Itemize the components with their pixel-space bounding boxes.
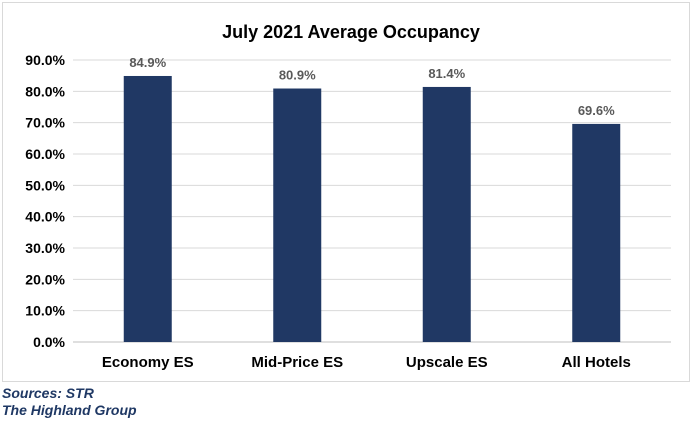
source-note-highland: The Highland Group	[2, 402, 137, 418]
x-tick-label: All Hotels	[562, 354, 631, 371]
x-tick-label: Mid-Price ES	[251, 354, 343, 371]
data-label: 84.9%	[129, 55, 166, 70]
bar-upscale-es	[422, 86, 471, 343]
y-axis-ticks: 0.0% 10.0% 20.0% 30.0% 40.0% 50.0% 60.0% 70.0% 8…	[25, 52, 65, 350]
y-tick-label: 40.0%	[25, 209, 65, 225]
bar-mid-price-es	[273, 88, 322, 342]
data-label: 80.9%	[279, 68, 316, 83]
y-tick-label: 20.0%	[25, 271, 65, 287]
y-tick-label: 90.0%	[25, 52, 65, 68]
data-label: 69.6%	[578, 103, 615, 118]
gridlines	[73, 59, 671, 343]
source-note-str: Sources: STR	[2, 385, 94, 401]
bar-all-hotels	[572, 123, 621, 342]
bar-chart: July 2021 Average Occupancy 0.0% 10.0% 20.…	[25, 22, 671, 371]
y-tick-label: 0.0%	[33, 334, 65, 350]
chart-area: July 2021 Average Occupancy 0.0% 10.0% 20.…	[2, 2, 690, 382]
x-tick-label: Economy ES	[102, 354, 194, 371]
bars	[123, 75, 621, 343]
data-label: 81.4%	[428, 66, 465, 81]
y-tick-label: 80.0%	[25, 83, 65, 99]
data-labels: 84.9% 80.9% 81.4% 69.6%	[129, 55, 615, 118]
y-tick-label: 10.0%	[25, 303, 65, 319]
bar-economy-es	[123, 75, 172, 342]
chart-title: July 2021 Average Occupancy	[222, 22, 480, 42]
x-tick-label: Upscale ES	[406, 354, 488, 371]
x-axis-ticks: Economy ES Mid-Price ES Upscale ES All Hote…	[102, 354, 631, 371]
y-tick-label: 50.0%	[25, 177, 65, 193]
y-tick-label: 70.0%	[25, 115, 65, 131]
y-tick-label: 60.0%	[25, 146, 65, 162]
y-tick-label: 30.0%	[25, 240, 65, 256]
